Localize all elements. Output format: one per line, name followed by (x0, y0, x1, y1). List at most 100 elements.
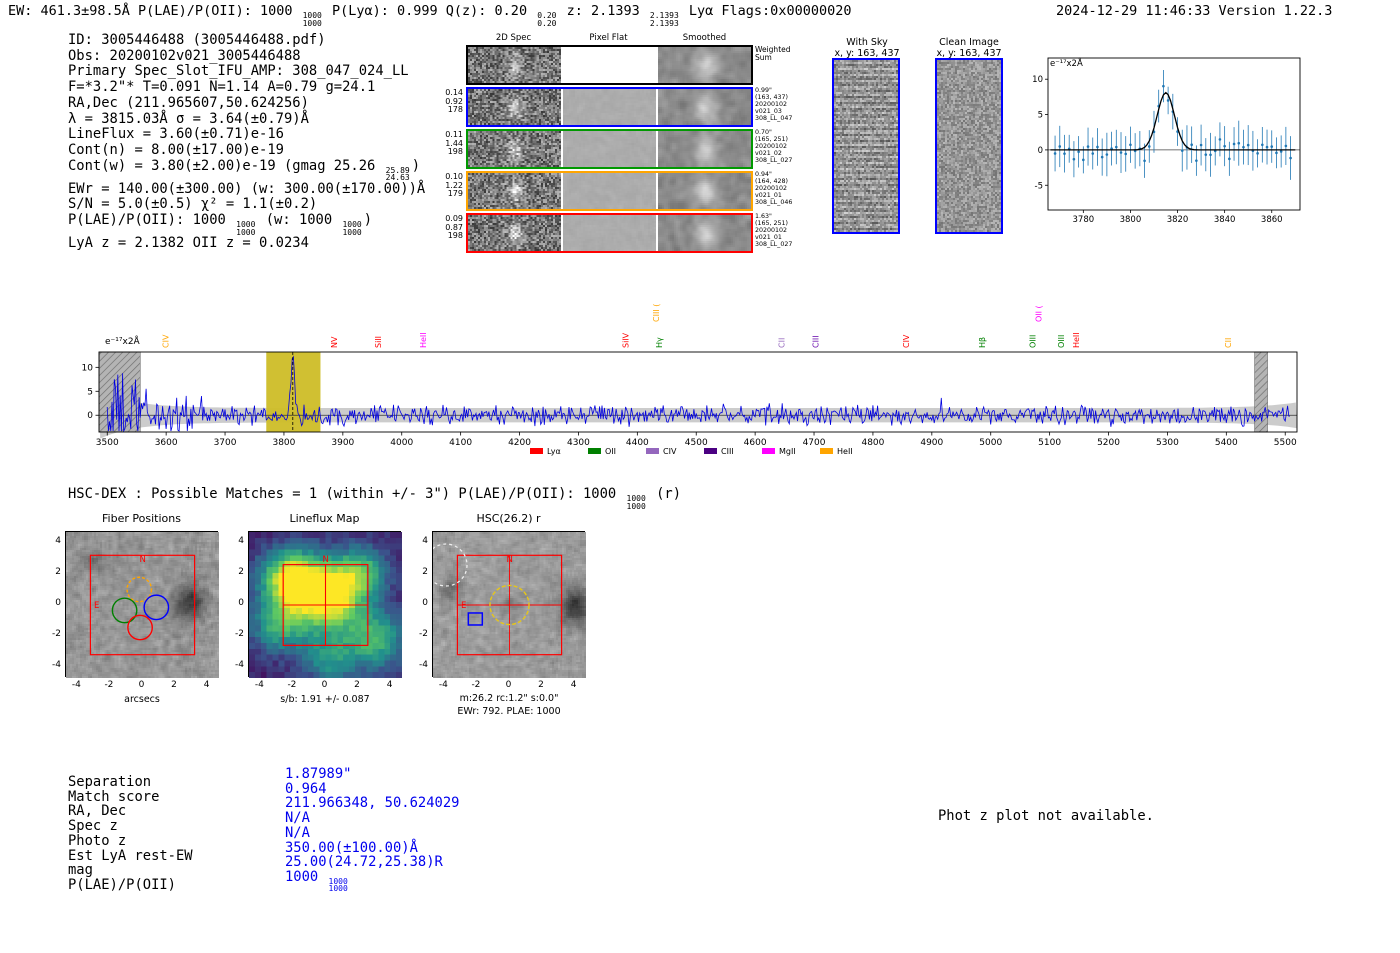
timestamp-version: 2024-12-29 11:46:33 Version 1.22.3 (1056, 3, 1333, 19)
fraction-top: 25.89 (385, 165, 410, 175)
panel-ytick-label: -2 (419, 629, 428, 640)
data-point (1270, 145, 1274, 148)
stacked-fraction: 1000 1000 (342, 221, 361, 236)
plot-border (98, 351, 1298, 433)
x-tick-label: 3600 (155, 438, 178, 448)
lineflux-map-panel: N (248, 531, 402, 678)
spec2d-image (468, 131, 561, 167)
spec2d-image (468, 89, 561, 125)
text-segment: EWr = 140.00(±300.00) (w: 300.00(±170.00… (68, 180, 426, 197)
text-segment: ) (411, 157, 421, 174)
match-row-value: 1.87989" (285, 766, 352, 782)
y-tick-label: 0 (87, 411, 93, 421)
legend-label: CIII (721, 447, 734, 456)
stacked-fraction: 1000 1000 (627, 495, 646, 510)
x-tick-label: 4200 (508, 438, 531, 448)
panel-ytick-label: 4 (422, 535, 428, 546)
right-label-line: 0.70" (755, 129, 772, 136)
panel-ytick-label: -2 (235, 629, 244, 640)
text-segment: z: 2.1393 (558, 3, 648, 19)
data-point (1237, 141, 1241, 145)
text-segment: F=*3.2"* T=0.091 N=1.14 A=0.79 g=24.1 (68, 79, 376, 96)
info-line-11: P(LAE)/P(OII): 1000 1000 1000 (w: 1000 10… (68, 212, 425, 237)
left-label-line: 178 (447, 105, 463, 115)
spec2d-col-header-2: Smoothed (682, 33, 727, 43)
spec2d-image (468, 173, 561, 209)
weighted-sum-label: Weighted Sum (755, 46, 791, 62)
data-point (1190, 143, 1193, 147)
info-line-3: F=*3.2"* T=0.091 N=1.14 A=0.79 g=24.1 (68, 79, 425, 96)
data-point (1261, 143, 1264, 147)
x-tick-label: 5200 (1097, 438, 1120, 448)
fraction-bottom: 1000 (236, 227, 256, 237)
emission-line-label: Hγ (655, 337, 664, 348)
spec2d-row-left-labels-4: 0.09 0.87 198 (439, 214, 463, 241)
emission-line-label: NV (330, 336, 339, 348)
right-label-line: 308_LL_047 (755, 114, 793, 122)
data-point (1199, 143, 1203, 147)
match-row-label: Separation (68, 774, 152, 790)
legend-label: Lyα (547, 447, 561, 456)
emission-line-label: OIII (1057, 335, 1066, 348)
x-tick-label: 4300 (567, 438, 590, 448)
clean-image (937, 60, 1001, 232)
text-segment: Obs: 20200102v021_3005446488 (68, 47, 301, 64)
fraction-bottom: 1000 (342, 227, 362, 237)
data-point (1114, 145, 1118, 149)
emission-line-label: OII ( (1034, 305, 1043, 322)
fraction-top: 1000 (328, 876, 348, 886)
match-row-label: Est LyA rest-EW (68, 847, 193, 864)
y-tick-label: 5 (1038, 111, 1043, 121)
text-segment: Primary Spec_Slot_IFU_AMP: 308_047_024_L… (68, 63, 409, 80)
x-tick-label: 4500 (685, 438, 708, 448)
emission-line-label: CIV (902, 334, 911, 348)
text-segment: Lyα Flags:0x00000020 (680, 3, 852, 19)
with-sky-image (834, 60, 898, 232)
legend-swatch (530, 448, 543, 454)
fraction-top: 1000 (626, 494, 646, 503)
fraction-bottom: 0.20 (537, 18, 557, 28)
emission-line-label: SiIV (621, 332, 630, 348)
match-row-value: 0.964 (285, 780, 327, 797)
left-label-line: 0.10 (445, 172, 463, 181)
pixel-flat-image (563, 215, 656, 251)
panel-xtick-label: -2 (471, 680, 481, 690)
fiber-circle (143, 594, 170, 621)
panel-xtick-label: 4 (386, 680, 393, 690)
detection-highlight-region (266, 352, 321, 432)
text-segment: ) (363, 212, 373, 229)
fraction-top: 0.20 (537, 11, 557, 20)
data-point (1162, 84, 1165, 88)
stacked-fraction: 0.20 0.20 (537, 12, 556, 27)
match-row-label: mag (68, 862, 93, 879)
hsc-caption-1: m:26.2 rc:1.2" s:0.0" (459, 693, 559, 704)
data-point (1265, 145, 1269, 149)
x-tick-label: 5100 (1038, 438, 1061, 448)
spec2d-col-header-1: Pixel Flat (589, 33, 628, 43)
right-label-line: 0.99" (755, 87, 772, 94)
pixel-flat-image (563, 89, 656, 125)
panel-xtick-label: 2 (354, 680, 360, 690)
panel-xtick-label: 2 (538, 680, 544, 690)
legend-swatch (762, 448, 775, 454)
emission-line-label: CIV (162, 334, 171, 348)
right-label-line: v021_03 (755, 107, 782, 115)
text-segment: (r) (647, 486, 682, 502)
panel-xtick-label: -2 (104, 680, 114, 690)
emission-line-label: CII (778, 338, 787, 348)
with-sky-cutout (832, 58, 900, 234)
summary-header: EW: 461.3±98.5Å P(LAE)/P(OII): 1000 1000… (8, 3, 851, 27)
text-segment: (w: 1000 (257, 212, 341, 229)
data-point (1143, 159, 1146, 163)
left-label-line: 0.09 (445, 214, 463, 223)
catalog-match-box (467, 612, 484, 626)
data-point (1147, 145, 1151, 148)
legend-swatch (820, 448, 833, 454)
match-row-label: Spec z (68, 818, 118, 835)
smoothed-image (658, 89, 751, 125)
photz-note: Phot z plot not available. (938, 808, 1154, 824)
fiber-positions-overlay: NE (89, 554, 196, 656)
x-tick-label: 3800 (272, 438, 295, 448)
hsc-panel-title: HSC(26.2) r (476, 512, 541, 525)
